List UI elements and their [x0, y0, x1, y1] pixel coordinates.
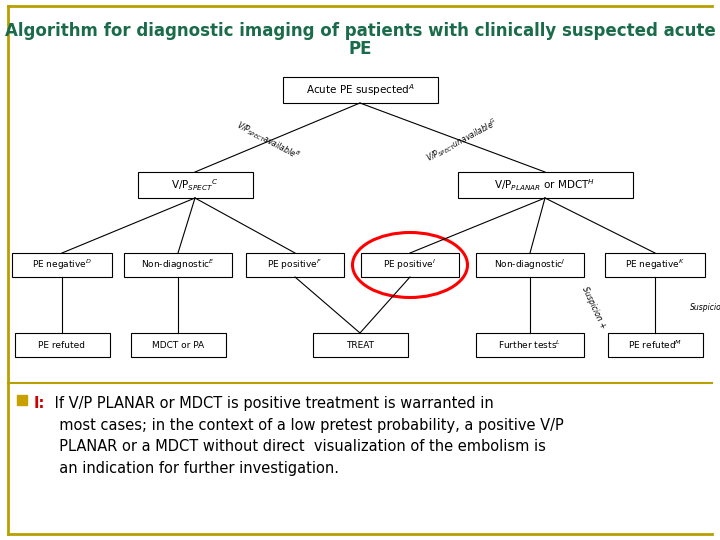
- Text: V/P$_{PLANAR}$ or MDCT$^H$: V/P$_{PLANAR}$ or MDCT$^H$: [495, 177, 595, 193]
- FancyBboxPatch shape: [457, 172, 632, 198]
- Text: Further tests$^L$: Further tests$^L$: [498, 339, 562, 351]
- FancyBboxPatch shape: [476, 253, 584, 277]
- FancyBboxPatch shape: [608, 333, 703, 357]
- Text: TREAT: TREAT: [346, 341, 374, 349]
- Text: If V/P PLANAR or MDCT is positive treatment is warranted in
  most cases; in the: If V/P PLANAR or MDCT is positive treatm…: [50, 396, 564, 476]
- FancyBboxPatch shape: [130, 333, 225, 357]
- Text: V/P$_{SPECT}$unavailable$^G$: V/P$_{SPECT}$unavailable$^G$: [423, 115, 500, 165]
- FancyBboxPatch shape: [124, 253, 232, 277]
- Text: PE negative$^K$: PE negative$^K$: [625, 258, 685, 272]
- FancyBboxPatch shape: [476, 333, 584, 357]
- Text: Algorithm for diagnostic imaging of patients with clinically suspected acute: Algorithm for diagnostic imaging of pati…: [4, 22, 716, 40]
- FancyBboxPatch shape: [312, 333, 408, 357]
- FancyBboxPatch shape: [246, 253, 344, 277]
- Text: Non-diagnostic$^J$: Non-diagnostic$^J$: [495, 258, 566, 272]
- Text: Suspicion-: Suspicion-: [690, 303, 720, 313]
- FancyBboxPatch shape: [361, 253, 459, 277]
- FancyBboxPatch shape: [605, 253, 705, 277]
- Text: Acute PE suspected$^A$: Acute PE suspected$^A$: [305, 82, 415, 98]
- Text: MDCT or PA: MDCT or PA: [152, 341, 204, 349]
- FancyBboxPatch shape: [138, 172, 253, 198]
- Text: Suspicion +: Suspicion +: [580, 286, 608, 330]
- Text: PE refuted: PE refuted: [38, 341, 86, 349]
- Text: V/P$_{SPECT}$available$^B$: V/P$_{SPECT}$available$^B$: [234, 118, 302, 163]
- Text: I:: I:: [34, 396, 45, 411]
- Text: PE positive$^F$: PE positive$^F$: [267, 258, 323, 272]
- Text: PE positive$^I$: PE positive$^I$: [384, 258, 436, 272]
- Text: Non-diagnostic$^E$: Non-diagnostic$^E$: [141, 258, 215, 272]
- FancyBboxPatch shape: [14, 333, 109, 357]
- Text: PE: PE: [348, 40, 372, 58]
- FancyBboxPatch shape: [282, 77, 438, 103]
- FancyBboxPatch shape: [12, 253, 112, 277]
- Text: PE refuted$^M$: PE refuted$^M$: [628, 339, 682, 351]
- Text: PE negative$^D$: PE negative$^D$: [32, 258, 92, 272]
- Text: V/P$_{SPECT}$$^C$: V/P$_{SPECT}$$^C$: [171, 177, 219, 193]
